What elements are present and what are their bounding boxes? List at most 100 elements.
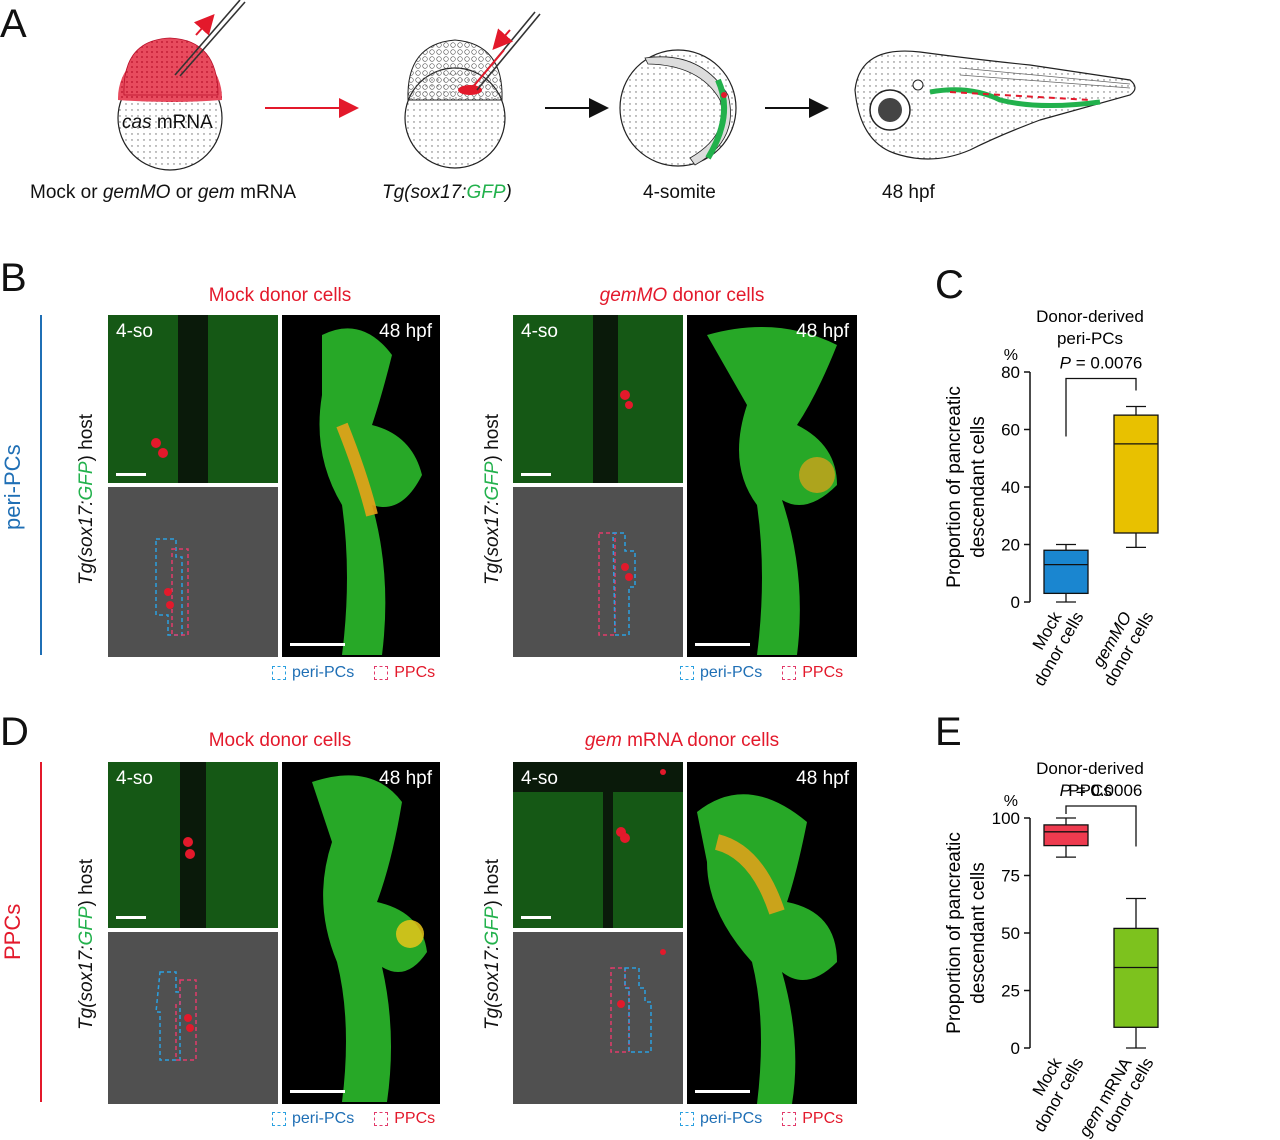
y-tick-label: 100 <box>992 809 1020 828</box>
significance-bracket <box>1065 377 1137 437</box>
legend-peri: peri-PCs <box>700 664 763 681</box>
panel-b-right-host-label: Tg(sox17:GFP) host <box>482 414 504 585</box>
step2-post: ) <box>505 182 512 203</box>
host-post: ) host <box>76 858 97 907</box>
panel-d-left-legend: peri-PCs PPCs <box>272 1110 435 1128</box>
host-gfp: GFP <box>76 461 97 501</box>
panel-d-side-label: PPCs <box>0 903 25 960</box>
y-tick-label: 50 <box>1001 924 1020 943</box>
box-2 <box>1113 927 1159 1028</box>
step2-caption: Tg(sox17:GFP) <box>382 182 512 204</box>
chart-c: Donor-derived peri-PCs% 0 20 40 60 80 Proportio… <box>944 307 1159 689</box>
embryo-3 <box>619 49 737 167</box>
gut-gfp <box>282 762 440 1104</box>
legend-ppc: PPCs <box>394 664 436 681</box>
box-2 <box>1113 414 1159 534</box>
step1-part-5: mRNA <box>234 182 297 203</box>
panel-d-left-4so-image: 4-so <box>108 762 278 928</box>
cas-mrna-label: cas mRNA <box>122 112 213 134</box>
scalebar <box>116 473 146 476</box>
box-1 <box>1043 549 1089 595</box>
legend-peri: peri-PCs <box>700 1110 763 1127</box>
tag-48hpf: 48 hpf <box>796 768 849 789</box>
panel-b-left-4so-image: 4-so <box>108 315 278 483</box>
y-axis-label: Proportion of pancreatic <box>944 832 965 1034</box>
chart-e: Donor-derived PPCs% 0 25 50 75 100 Proportion o… <box>944 759 1159 1140</box>
gut-gfp <box>282 315 440 657</box>
y-unit: % <box>1004 347 1018 364</box>
larva-48hpf <box>854 50 1136 160</box>
gut-gfp <box>687 315 857 657</box>
tag-4so: 4-so <box>521 768 558 789</box>
y-axis-label: descendant cells <box>968 416 989 558</box>
legend-peri: peri-PCs <box>292 1110 355 1127</box>
scalebar <box>290 643 345 646</box>
panel-b-side-line <box>40 315 42 655</box>
y-tick-label: 60 <box>1001 421 1020 440</box>
panel-d-left-title: Mock donor cells <box>208 730 352 751</box>
panel-letter-a: A <box>0 2 27 46</box>
significance-bracket <box>1065 805 1137 847</box>
panel-d-right-4so-image: 4-so <box>513 762 683 928</box>
panel-d-right-map-image <box>513 932 683 1104</box>
panel-b-right-legend: peri-PCs PPCs <box>680 664 843 682</box>
tag-48hpf: 48 hpf <box>379 768 432 789</box>
fate-map-outlines <box>513 487 683 657</box>
legend-box-peri <box>680 1112 694 1126</box>
y-axis-label: Proportion of pancreatic <box>944 386 965 588</box>
y-axis-label: descendant cells <box>968 862 989 1004</box>
panel-b-left-title: Mock donor cells <box>208 285 352 306</box>
legend-ppc: PPCs <box>802 1110 844 1127</box>
fate-map-outlines <box>108 487 278 657</box>
host-pre: Tg(sox17: <box>482 500 503 585</box>
panel-b-left-map-image <box>108 487 278 657</box>
scalebar <box>521 916 551 919</box>
cells-texture <box>513 315 683 483</box>
tag-4so: 4-so <box>116 768 153 789</box>
step3-caption: 4-somite <box>643 182 716 203</box>
y-tick-label: 75 <box>1001 867 1020 886</box>
panel-d-right-title-italic: gem <box>584 730 622 751</box>
legend-box-ppc <box>782 666 797 680</box>
panel-d-right-title-rest: mRNA donor cells <box>621 730 780 751</box>
y-tick-label: 25 <box>1001 982 1020 1001</box>
panel-b-right-title-italic: gemMO <box>599 285 668 306</box>
y-tick-label: 40 <box>1001 478 1020 497</box>
cells-texture <box>108 762 278 928</box>
host-post: ) host <box>76 413 97 462</box>
tag-4so: 4-so <box>521 321 558 342</box>
host-pre: Tg(sox17: <box>76 500 97 585</box>
embryo-2 <box>404 11 541 169</box>
panel-letter-c: C <box>935 263 964 307</box>
y-unit: % <box>1004 793 1018 810</box>
panel-b-right-map-image <box>513 487 683 657</box>
step2-gfp: GFP <box>466 182 506 203</box>
host-pre: Tg(sox17: <box>76 945 97 1030</box>
panel-d-right-host-label: Tg(sox17:GFP) host <box>482 859 504 1030</box>
fate-map-outlines <box>108 932 278 1104</box>
chart-title: peri-PCs <box>1057 329 1123 348</box>
scalebar <box>290 1090 345 1093</box>
y-tick-label: 20 <box>1001 536 1020 555</box>
step1-part-4: gem <box>197 182 235 203</box>
scalebar <box>116 916 146 919</box>
panel-d-left-48hpf-image: 48 hpf <box>282 762 440 1104</box>
legend-box-peri <box>272 666 286 680</box>
chart-title: Donor-derived <box>1036 307 1144 326</box>
tag-48hpf: 48 hpf <box>379 321 432 342</box>
panel-d-right-48hpf-image: 48 hpf <box>687 762 857 1104</box>
panel-d-left-host-label: Tg(sox17:GFP) host <box>76 859 98 1030</box>
host-pre: Tg(sox17: <box>482 945 503 1030</box>
legend-ppc: PPCs <box>394 1110 436 1127</box>
y-tick-label: 80 <box>1001 363 1020 382</box>
scalebar <box>695 1090 750 1093</box>
host-post: ) host <box>482 858 503 907</box>
legend-peri: peri-PCs <box>292 664 355 681</box>
y-tick-label: 0 <box>1011 593 1020 612</box>
fate-map-outlines <box>513 932 683 1104</box>
tag-48hpf: 48 hpf <box>796 321 849 342</box>
legend-box-peri <box>680 666 694 680</box>
chart-title: Donor-derived <box>1036 759 1144 778</box>
step1-caption: Mock or gemMO or gem mRNA <box>30 182 296 204</box>
chart-title: PPCs <box>1068 781 1111 800</box>
